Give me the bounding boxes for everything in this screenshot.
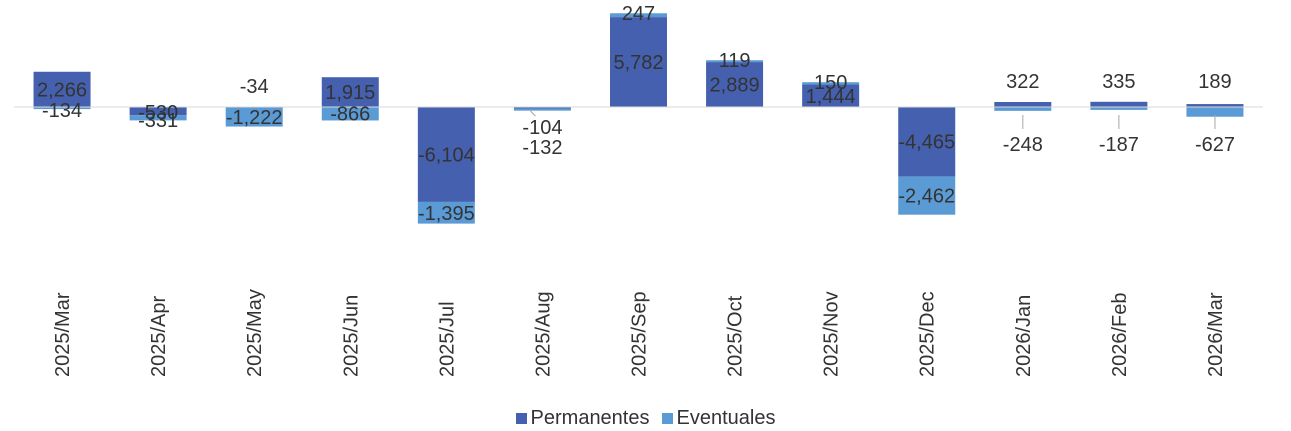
bar-permanentes-2025-nov xyxy=(802,84,860,107)
bar-permanentes-2025-aug xyxy=(513,107,571,109)
data-label-permanentes: 2,889 xyxy=(710,75,760,97)
data-label-eventuales: -248 xyxy=(1003,134,1043,156)
legend-swatch-permanentes xyxy=(515,412,527,424)
x-tick-label: 2025/May xyxy=(244,289,266,377)
bar-permanentes-2025-oct xyxy=(706,62,764,107)
x-axis-ticks: 2025/Mar 2025/Apr 2025/May 2025/Jun 2025/Jul… xyxy=(52,289,1227,377)
bar-eventuales-2026-mar xyxy=(1186,107,1244,117)
x-tick-label: 2025/Jul xyxy=(436,301,458,377)
bar-permanentes-2026-feb xyxy=(1090,101,1148,107)
bar-permanentes-2025-sep xyxy=(610,17,667,108)
legend-label-eventuales: Eventuales xyxy=(676,406,776,429)
bar-permanentes-2026-mar xyxy=(1186,104,1244,107)
x-tick-label: 2026/Feb xyxy=(1109,292,1131,377)
bar-eventuales-2025-dec xyxy=(898,176,956,215)
leader-line xyxy=(530,110,536,117)
data-label-permanentes: 1,444 xyxy=(806,86,856,108)
data-label-eventuales: -1,222 xyxy=(226,107,283,129)
bar-eventuales-2025-nov xyxy=(802,82,860,85)
x-tick-label: 2025/Apr xyxy=(148,295,170,377)
bar-eventuales-2026-feb xyxy=(1090,107,1148,110)
x-tick-label: 2025/Oct xyxy=(725,295,747,377)
data-label-eventuales: -866 xyxy=(330,104,370,126)
data-label-permanentes: 2,266 xyxy=(37,79,87,101)
x-tick-label: 2025/Nov xyxy=(821,291,843,377)
x-tick-label: 2025/Jun xyxy=(340,295,362,377)
data-label-permanentes: 1,915 xyxy=(325,82,375,104)
data-label-permanentes: 322 xyxy=(1006,71,1039,93)
legend-item-permanentes: Permanentes xyxy=(515,406,650,430)
legend: Permanentes Eventuales xyxy=(0,405,1291,431)
data-label-eventuales: -132 xyxy=(522,137,562,159)
data-label-eventuales: 119 xyxy=(719,50,751,72)
leader-lines-layer xyxy=(530,110,1216,129)
bar-eventuales-2025-oct xyxy=(706,60,764,63)
bars-layer xyxy=(33,13,1244,224)
x-tick-label: 2025/Aug xyxy=(532,291,554,377)
bar-eventuales-2025-aug xyxy=(513,108,571,111)
data-label-eventuales: -187 xyxy=(1099,134,1139,156)
data-label-eventuales: -331 xyxy=(138,110,178,132)
bar-eventuales-2025-jun xyxy=(321,107,379,121)
data-label-eventuales: -1,395 xyxy=(418,203,475,225)
bar-permanentes-2025-jun xyxy=(321,77,379,107)
data-label-permanentes: 189 xyxy=(1198,71,1231,93)
data-label-permanentes: -34 xyxy=(240,76,269,98)
legend-swatch-eventuales xyxy=(661,412,673,424)
bar-eventuales-2026-jan xyxy=(994,107,1052,111)
bar-eventuales-2025-may xyxy=(225,107,283,127)
bar-permanentes-2025-dec xyxy=(898,107,956,177)
x-tick-label: 2025/Dec xyxy=(917,291,939,377)
data-label-eventuales: -134 xyxy=(42,100,82,122)
data-label-eventuales: 150 xyxy=(814,72,847,94)
legend-label-permanentes: Permanentes xyxy=(530,406,650,429)
x-tick-label: 2026/Jan xyxy=(1013,295,1035,377)
x-tick-label: 2025/Mar xyxy=(52,292,74,377)
data-label-permanentes: -104 xyxy=(522,117,562,139)
data-label-eventuales: 247 xyxy=(622,3,655,25)
data-label-eventuales: -2,462 xyxy=(898,186,955,208)
legend-item-eventuales: Eventuales xyxy=(661,406,776,430)
bar-permanentes-2025-jul xyxy=(417,107,475,202)
bar-eventuales-2025-jul xyxy=(417,201,475,224)
bar-permanentes-2026-jan xyxy=(994,101,1052,107)
data-label-permanentes: 5,782 xyxy=(613,52,663,74)
bar-eventuales-2025-sep xyxy=(610,13,667,18)
data-label-permanentes: -6,104 xyxy=(418,144,475,166)
x-tick-label: 2026/Mar xyxy=(1205,292,1227,377)
bar-permanentes-2025-mar xyxy=(33,71,91,107)
data-label-permanentes: 335 xyxy=(1102,71,1135,93)
bar-eventuales-2025-apr xyxy=(129,115,187,121)
x-tick-label: 2025/Sep xyxy=(629,291,651,377)
data-label-permanentes: -530 xyxy=(138,102,178,124)
bar-eventuales-2025-mar xyxy=(33,107,91,110)
data-label-eventuales: -627 xyxy=(1195,134,1235,156)
bar-permanentes-2025-apr xyxy=(129,107,187,116)
data-labels-layer: 2,266-134 -530-331 -34 -1,222 1,915-866 -6,10… xyxy=(37,3,1235,225)
chart-area: 2,266-134 -530-331 -34 -1,222 1,915-866 -6,10… xyxy=(14,3,1263,377)
data-label-permanentes: -4,465 xyxy=(898,132,955,154)
